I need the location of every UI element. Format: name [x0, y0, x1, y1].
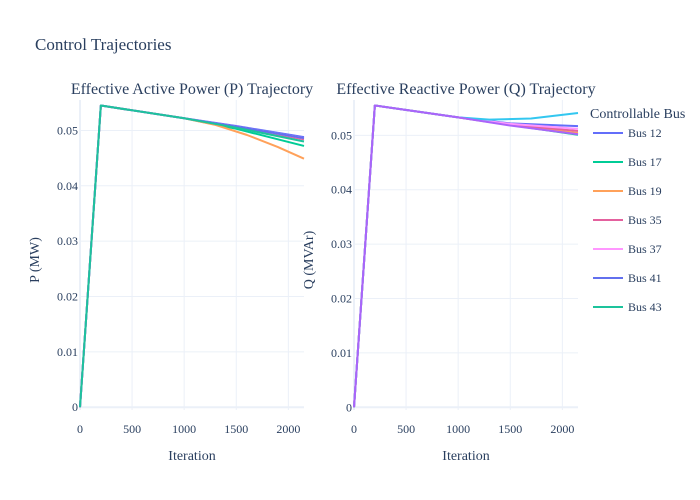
x-tick-label: 0 [351, 422, 357, 436]
x-axis-label-reactive-power: Iteration [442, 449, 489, 464]
grid-active-power [79, 100, 304, 410]
y-tick-label: 0.02 [331, 292, 352, 306]
panel-title-active-power: Effective Active Power (P) Trajectory [71, 81, 313, 98]
series-line-bus-12 [353, 104, 579, 408]
panel-active-power: Effective Active Power (P) Trajectory 0 5… [28, 81, 313, 464]
x-tick-label: 1500 [498, 422, 522, 436]
y-tick-label: 0.04 [331, 183, 352, 197]
legend-item-bus-17[interactable]: Bus 17 [593, 155, 662, 169]
legend-items: Bus 12 Bus 17 Bus 19 Bus 35 Bus 37 Bus 41 Bus … [593, 126, 662, 314]
y-tick-label: 0.05 [331, 128, 352, 142]
series-line-bus-41 [79, 104, 305, 408]
x-tick-label: 0 [77, 422, 83, 436]
legend-label: Bus 17 [628, 155, 662, 169]
legend-label: Bus 12 [628, 126, 662, 140]
panel-reactive-power: Effective Reactive Power (Q) Trajectory … [302, 81, 596, 464]
y-ticks-active-power: 0 0.01 0.02 0.03 0.04 0.05 [57, 123, 78, 414]
y-tick-label: 0 [346, 400, 352, 414]
y-tick-label: 0.03 [331, 237, 352, 251]
series-line-bus-37 [353, 104, 579, 408]
legend-label: Bus 35 [628, 213, 662, 227]
y-axis-label-reactive-power: Q (MVAr) [302, 230, 317, 289]
series-line-bus-35 [79, 104, 305, 408]
y-tick-label: 0 [72, 400, 78, 414]
series-line-bus-17 [353, 104, 579, 408]
x-tick-label: 1000 [172, 422, 196, 436]
legend: Controllable Bus Bus 12 Bus 17 Bus 19 Bus 3… [590, 107, 685, 314]
legend-label: Bus 43 [628, 300, 662, 314]
series-line-bus-19 [79, 104, 305, 408]
y-tick-label: 0.04 [57, 179, 78, 193]
y-ticks-reactive-power: 0 0.01 0.02 0.03 0.04 0.05 [331, 128, 352, 414]
series-line-bus-17 [79, 104, 305, 408]
chart-title: Control Trajectories [35, 35, 171, 54]
series-line-bus-37 [79, 104, 305, 408]
x-tick-label: 2000 [550, 422, 574, 436]
legend-label: Bus 41 [628, 271, 662, 285]
legend-item-bus-12[interactable]: Bus 12 [593, 126, 662, 140]
x-tick-label: 1500 [224, 422, 248, 436]
legend-item-bus-37[interactable]: Bus 37 [593, 242, 662, 256]
legend-item-bus-35[interactable]: Bus 35 [593, 213, 662, 227]
y-tick-label: 0.05 [57, 123, 78, 137]
x-tick-label: 500 [123, 422, 141, 436]
y-tick-label: 0.02 [57, 290, 78, 304]
legend-item-bus-19[interactable]: Bus 19 [593, 184, 662, 198]
y-tick-label: 0.01 [331, 346, 352, 360]
panel-title-reactive-power: Effective Reactive Power (Q) Trajectory [336, 81, 595, 98]
legend-title: Controllable Bus [590, 107, 685, 122]
series-line-bus-35 [353, 104, 579, 408]
y-tick-label: 0.03 [57, 234, 78, 248]
x-ticks-reactive-power: 0 500 1000 1500 2000 [351, 422, 574, 436]
series-line-bus-41 [353, 104, 579, 408]
legend-label: Bus 19 [628, 184, 662, 198]
y-axis-label-active-power: P (MW) [28, 237, 43, 283]
series-line-bus-19 [353, 104, 579, 408]
series-line-bus-43 [353, 104, 579, 408]
x-tick-label: 2000 [276, 422, 300, 436]
x-ticks-active-power: 0 500 1000 1500 2000 [77, 422, 300, 436]
y-tick-label: 0.01 [57, 345, 78, 359]
series-line-bus-12 [79, 104, 305, 408]
legend-item-bus-43[interactable]: Bus 43 [593, 300, 662, 314]
x-tick-label: 1000 [446, 422, 470, 436]
series-active-power [79, 104, 305, 408]
legend-label: Bus 37 [628, 242, 662, 256]
series-line-bus-43 [79, 104, 305, 408]
legend-item-bus-41[interactable]: Bus 41 [593, 271, 662, 285]
x-tick-label: 500 [397, 422, 415, 436]
x-axis-label-active-power: Iteration [168, 449, 215, 464]
series-reactive-power [353, 104, 579, 408]
grid-reactive-power [353, 100, 578, 410]
